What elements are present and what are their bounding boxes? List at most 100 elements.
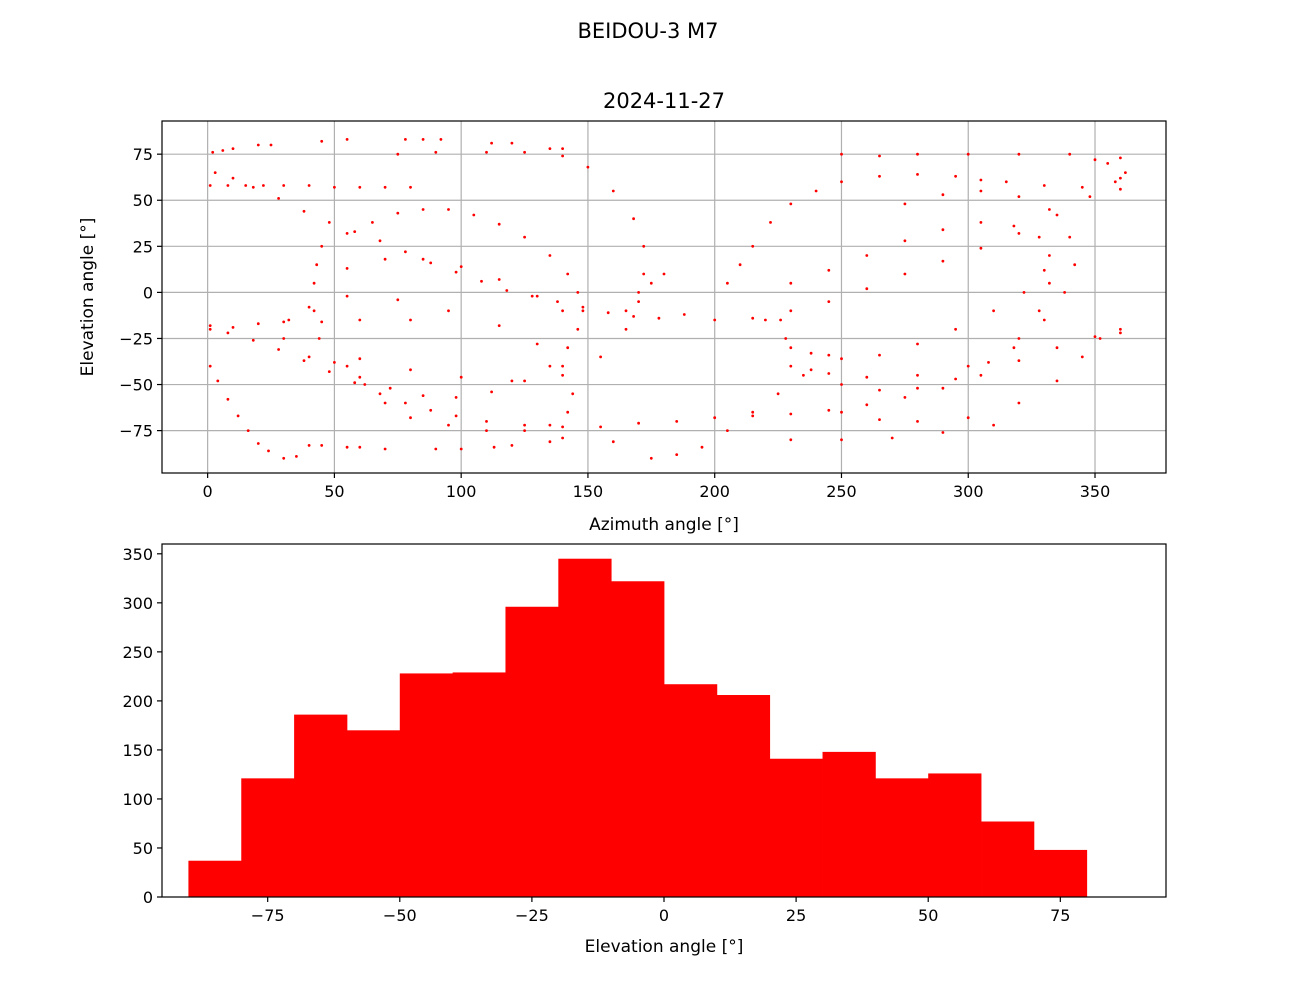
scatter-point xyxy=(213,171,217,175)
scatter-point xyxy=(1037,235,1041,239)
scatter-point xyxy=(1080,185,1084,189)
histogram-x-tick-label: −25 xyxy=(515,906,549,925)
scatter-point xyxy=(358,445,362,449)
histogram-y-tick-label: 350 xyxy=(122,545,153,564)
histogram-bar xyxy=(981,821,1035,897)
scatter-point xyxy=(878,388,881,392)
scatter-point xyxy=(480,279,483,283)
histogram-y-tick-label: 100 xyxy=(122,790,153,809)
scatter-point xyxy=(333,185,336,189)
scatter-point xyxy=(358,185,362,189)
scatter-point xyxy=(505,289,509,292)
histogram-bar xyxy=(558,558,612,897)
scatter-point xyxy=(1055,213,1059,217)
scatter-x-tick-label: 150 xyxy=(573,482,604,501)
histogram-x-ticks: −75 −50 −25 0 25 50 75 xyxy=(251,897,1070,925)
scatter-point xyxy=(307,305,311,309)
scatter-point xyxy=(409,368,412,372)
scatter-point xyxy=(561,154,564,158)
scatter-point xyxy=(878,154,881,158)
scatter-point xyxy=(637,300,640,303)
scatter-point xyxy=(208,324,212,327)
scatter-point xyxy=(358,357,362,361)
scatter-point xyxy=(561,373,564,377)
scatter-point xyxy=(571,392,575,396)
histogram-x-tick-label: 25 xyxy=(786,906,806,925)
histogram-bar xyxy=(769,758,823,897)
histogram-x-label: Elevation angle [°] xyxy=(585,937,744,957)
scatter-point xyxy=(713,318,717,322)
scatter-point xyxy=(269,143,273,147)
scatter-point xyxy=(535,342,539,346)
scatter-point xyxy=(208,364,212,368)
scatter-point xyxy=(878,353,881,357)
scatter-point xyxy=(251,338,255,342)
scatter-point xyxy=(675,420,679,423)
scatter-point xyxy=(561,364,564,368)
scatter-point xyxy=(485,150,488,154)
scatter-point xyxy=(814,189,818,193)
scatter-point xyxy=(916,152,919,156)
scatter-point xyxy=(1048,281,1051,285)
scatter-point xyxy=(624,309,628,313)
histogram-axes: −75 −50 −25 0 25 50 75 0 50 100 150 200 250 300 350 E… xyxy=(122,543,1167,957)
scatter-point xyxy=(208,184,212,187)
histogram-y-ticks: 0 50 100 150 200 250 300 350 xyxy=(122,545,162,907)
scatter-point xyxy=(726,429,729,432)
scatter-point xyxy=(231,147,235,151)
scatter-point xyxy=(992,423,995,427)
scatter-point xyxy=(657,316,661,320)
scatter-point xyxy=(510,141,514,145)
scatter-point xyxy=(966,416,970,420)
scatter-point xyxy=(371,221,374,224)
scatter-point xyxy=(345,267,349,270)
scatter-point xyxy=(954,377,957,381)
scatter-point xyxy=(827,372,831,375)
scatter-point xyxy=(523,150,526,154)
scatter-point xyxy=(485,420,488,423)
scatter-point xyxy=(246,429,250,432)
scatter-point xyxy=(434,447,438,451)
scatter-point xyxy=(472,213,476,217)
scatter-point xyxy=(345,445,349,449)
scatter-point xyxy=(327,370,331,373)
scatter-point xyxy=(490,141,493,145)
scatter-point xyxy=(576,327,580,331)
scatter-point xyxy=(492,445,496,449)
scatter-point xyxy=(769,221,772,224)
scatter-point xyxy=(903,396,907,399)
scatter-point xyxy=(561,425,564,429)
scatter-point xyxy=(556,300,559,303)
scatter-point xyxy=(429,261,433,265)
scatter-point xyxy=(827,353,831,357)
scatter-point xyxy=(751,410,755,414)
scatter-point xyxy=(1098,337,1102,340)
scatter-point xyxy=(282,456,286,460)
histogram-bar xyxy=(505,606,559,897)
scatter-point xyxy=(434,150,438,154)
scatter-point xyxy=(1022,291,1026,294)
scatter-point xyxy=(561,147,564,151)
scatter-point xyxy=(809,368,813,372)
scatter-point xyxy=(1048,254,1051,257)
scatter-point xyxy=(485,429,488,432)
scatter-point xyxy=(1017,152,1021,156)
histogram-bar xyxy=(664,684,718,897)
scatter-point xyxy=(789,346,793,350)
scatter-point xyxy=(576,291,580,294)
scatter-point xyxy=(675,453,679,456)
scatter-point xyxy=(497,324,501,327)
histogram-bars xyxy=(188,558,1088,897)
scatter-point xyxy=(307,184,311,187)
scatter-point xyxy=(409,318,412,322)
scatter-point xyxy=(282,320,286,324)
scatter-point xyxy=(216,379,220,383)
scatter-point xyxy=(789,309,793,313)
scatter-x-tick-label: 100 xyxy=(446,482,477,501)
scatter-point xyxy=(586,165,590,169)
scatter-point xyxy=(779,318,782,322)
scatter-point xyxy=(396,298,400,302)
scatter-point xyxy=(277,348,280,351)
scatter-point xyxy=(221,149,225,152)
scatter-x-tick-label: 0 xyxy=(203,482,213,501)
